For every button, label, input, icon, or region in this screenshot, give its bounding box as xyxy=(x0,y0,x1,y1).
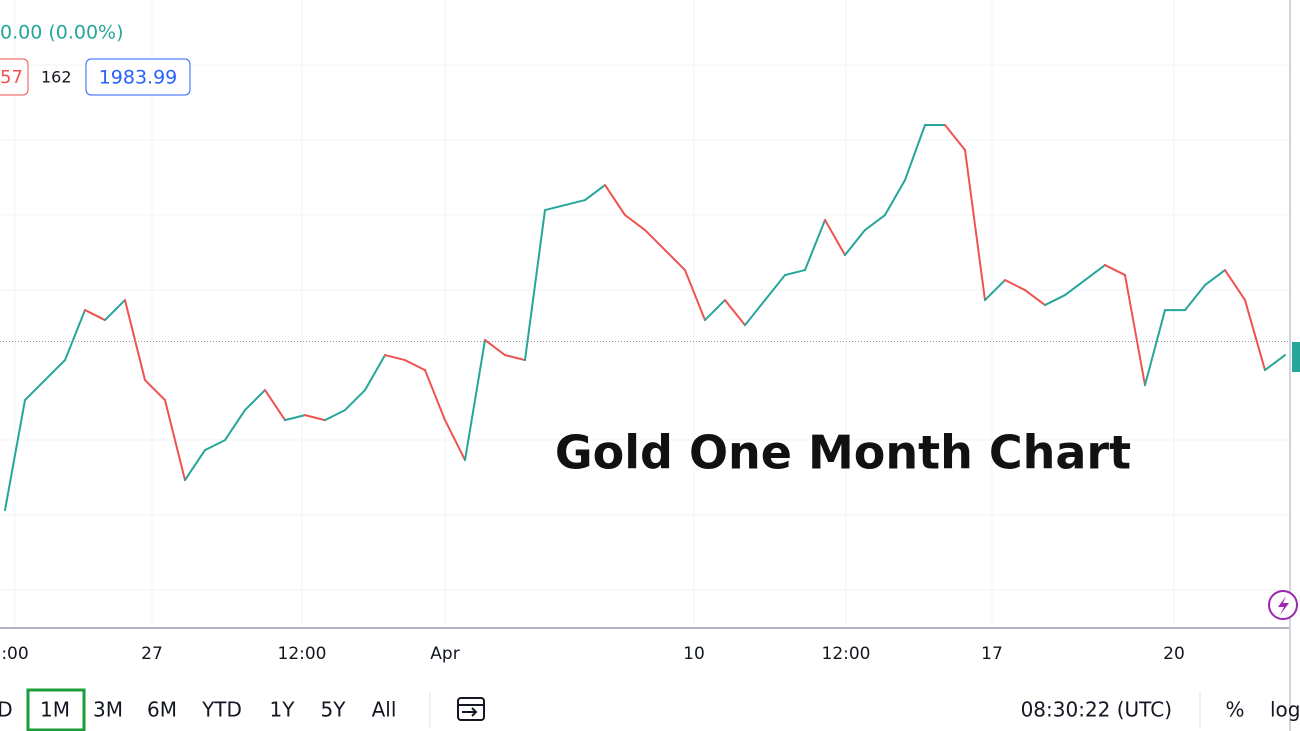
price-segment xyxy=(1244,299,1266,372)
price-segment xyxy=(744,299,766,327)
price-segment xyxy=(724,299,746,327)
price-segment xyxy=(1044,294,1066,307)
price-segment xyxy=(404,359,426,372)
x-tick-label: 27 xyxy=(141,644,163,664)
price-segment xyxy=(204,439,226,452)
price-segment xyxy=(784,269,806,277)
spread-text: 162 xyxy=(41,68,72,87)
price-segment xyxy=(104,299,126,322)
price-segment xyxy=(304,414,326,422)
x-tick-label: :00 xyxy=(1,644,28,664)
price-segment xyxy=(4,399,26,512)
price-segment xyxy=(904,124,926,182)
x-tick-label: 12:00 xyxy=(278,644,327,664)
range-button[interactable]: YTD xyxy=(201,698,242,722)
price-segment xyxy=(1264,354,1286,372)
price-segment xyxy=(964,149,986,302)
price-segment xyxy=(644,229,666,252)
price-segment xyxy=(464,339,486,462)
x-tick-label: 12:00 xyxy=(822,644,871,664)
bid-box[interactable] xyxy=(0,58,29,96)
range-button[interactable]: 3M xyxy=(93,698,123,722)
range-button[interactable]: 6M xyxy=(147,698,177,722)
price-segment xyxy=(184,449,206,482)
price-segment xyxy=(664,249,686,272)
price-segment xyxy=(764,274,786,302)
price-segment xyxy=(584,184,606,202)
price-segment xyxy=(1124,274,1146,387)
log-toggle[interactable]: log xyxy=(1270,698,1300,722)
price-segment xyxy=(1204,269,1226,287)
price-segment xyxy=(64,309,86,362)
price-segment xyxy=(144,379,166,402)
price-segment xyxy=(504,354,526,362)
price-segment xyxy=(224,409,246,442)
price-segment xyxy=(844,229,866,257)
range-button[interactable]: 5Y xyxy=(321,698,347,722)
price-segment xyxy=(284,414,306,422)
range-button[interactable]: D xyxy=(0,698,13,722)
price-segment xyxy=(484,339,506,357)
percent-toggle[interactable]: % xyxy=(1225,698,1244,722)
price-segment xyxy=(564,199,586,207)
price-segment xyxy=(1064,279,1086,297)
price-segment xyxy=(704,299,726,322)
price-segment xyxy=(544,204,566,212)
alert-bolt xyxy=(1278,596,1289,615)
price-segment xyxy=(44,359,66,382)
bid-text: 57 xyxy=(0,67,23,88)
price-segment xyxy=(1004,279,1026,292)
price-segment xyxy=(364,354,386,392)
ask-text: 1983.99 xyxy=(99,67,178,89)
x-tick-label: 17 xyxy=(981,644,1003,664)
price-segment xyxy=(444,419,466,462)
price-segment xyxy=(944,124,966,152)
price-segment xyxy=(1224,269,1246,302)
change-text: 0.00 (0.00%) xyxy=(0,22,124,44)
price-segment xyxy=(684,269,706,322)
price-marker xyxy=(1292,342,1300,372)
price-segment xyxy=(824,219,846,257)
price-segment xyxy=(124,299,146,382)
x-tick-label: Apr xyxy=(430,644,459,664)
clock: 08:30:22 (UTC) xyxy=(1021,698,1172,722)
range-button[interactable]: All xyxy=(372,698,397,722)
range-button[interactable]: 1M xyxy=(40,698,70,722)
price-segment xyxy=(264,389,286,422)
price-segment xyxy=(324,409,346,422)
price-segment xyxy=(24,379,46,402)
price-segment xyxy=(1144,309,1166,387)
h-grid xyxy=(0,64,1290,591)
x-tick-label: 10 xyxy=(683,644,705,664)
price-segment xyxy=(864,214,886,232)
price-segment xyxy=(424,369,446,422)
price-segment xyxy=(1104,264,1126,277)
price-segment xyxy=(884,179,906,217)
price-segment xyxy=(84,309,106,322)
ask-box[interactable] xyxy=(85,58,191,96)
range-selected xyxy=(26,688,86,731)
price-segment xyxy=(164,399,186,482)
price-segment xyxy=(1084,264,1106,282)
calendar-icon[interactable] xyxy=(457,697,485,721)
price-segment xyxy=(1184,284,1206,312)
price-segment xyxy=(524,209,546,362)
price-segment xyxy=(984,279,1006,302)
chart-annotation: Gold One Month Chart xyxy=(555,426,1131,480)
price-segment xyxy=(384,354,406,362)
x-tick-label: 20 xyxy=(1163,644,1185,664)
price-segment xyxy=(1024,289,1046,307)
price-segment xyxy=(604,184,626,217)
price-segment xyxy=(624,214,646,232)
price-segment xyxy=(804,219,826,272)
price-segment xyxy=(344,389,366,412)
range-button[interactable]: 1Y xyxy=(270,698,296,722)
price-segment xyxy=(244,389,266,412)
